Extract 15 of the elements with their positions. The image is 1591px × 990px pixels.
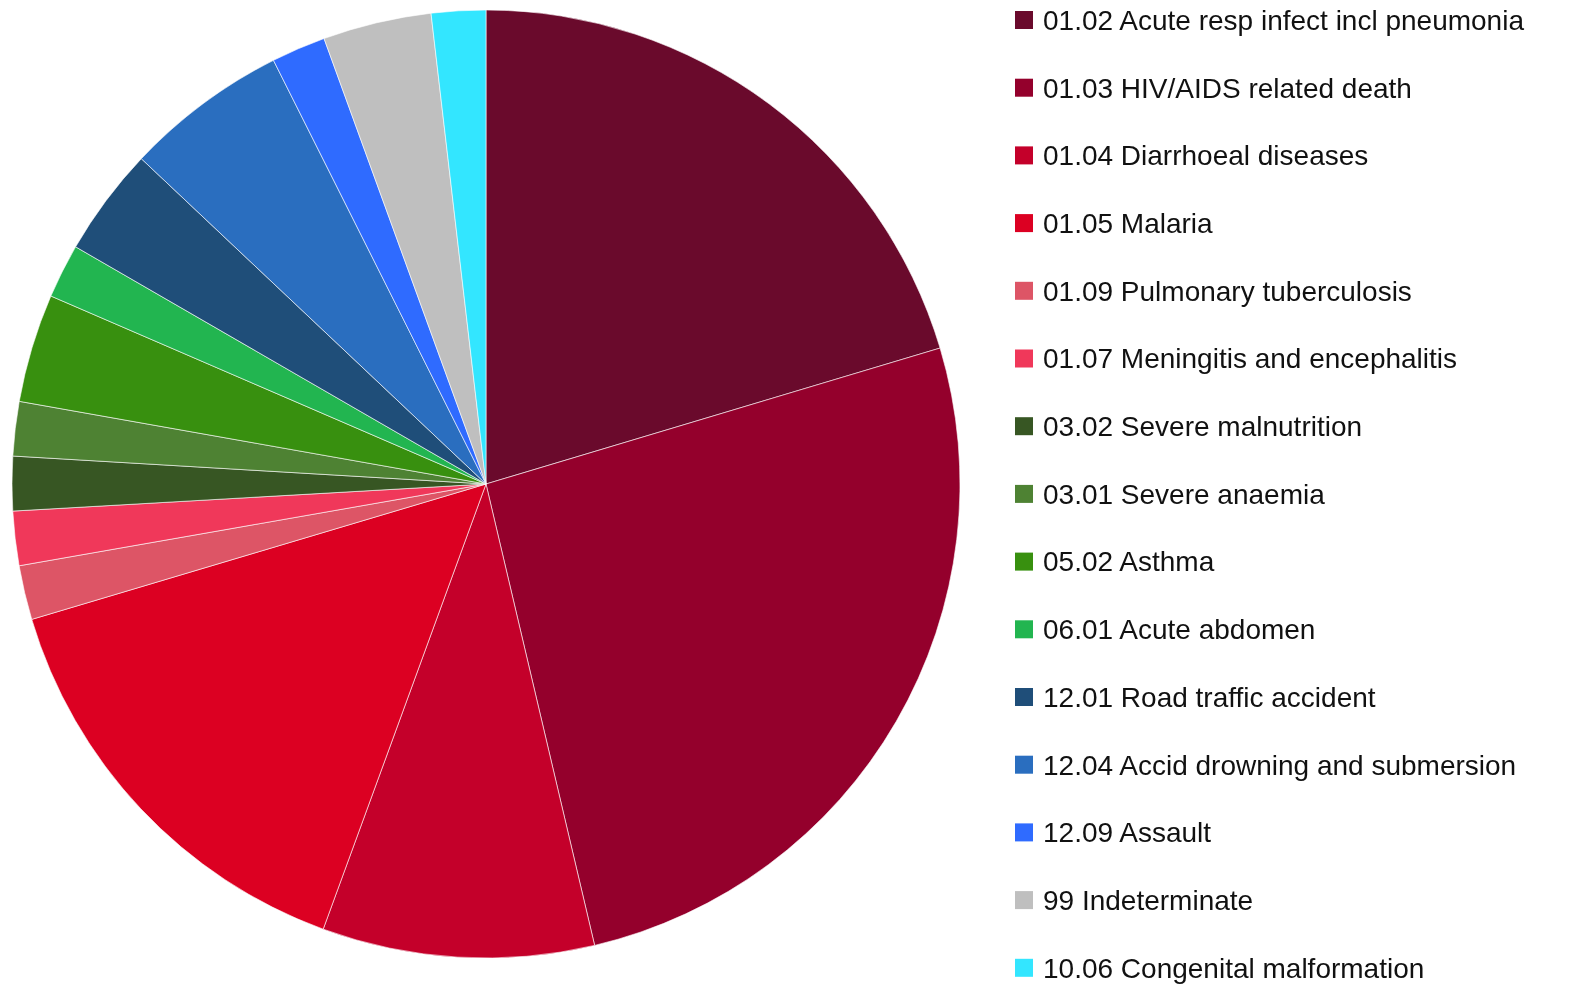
legend-label: 03.01 Severe anaemia	[1043, 478, 1326, 510]
legend-label: 01.03 HIV/AIDS related death	[1043, 72, 1412, 104]
legend-label: 01.09 Pulmonary tuberculosis	[1043, 275, 1412, 307]
legend-label: 05.02 Asthma	[1043, 546, 1215, 578]
legend-label: 12.09 Assault	[1043, 817, 1212, 849]
legend-label: 01.02 Acute resp infect incl pneumonia	[1043, 4, 1525, 36]
legend-label: 03.02 Severe malnutrition	[1043, 411, 1363, 442]
legend-label: 99 Indeterminate	[1043, 884, 1254, 916]
legend-label: 12.01 Road traffic accident	[1043, 681, 1376, 713]
legend-label: 12.04 Accid drowning and submersion	[1043, 749, 1517, 781]
legend-label: 01.07 Meningitis and encephalitis	[1043, 343, 1458, 375]
legend-label: 01.05 Malaria	[1043, 207, 1214, 239]
legend-label: 10.06 Congenital malformation	[1043, 952, 1425, 984]
legend-label: 01.04 Diarrhoeal diseases	[1043, 140, 1369, 172]
legend-label: 06.01 Acute abdomen	[1043, 614, 1316, 646]
